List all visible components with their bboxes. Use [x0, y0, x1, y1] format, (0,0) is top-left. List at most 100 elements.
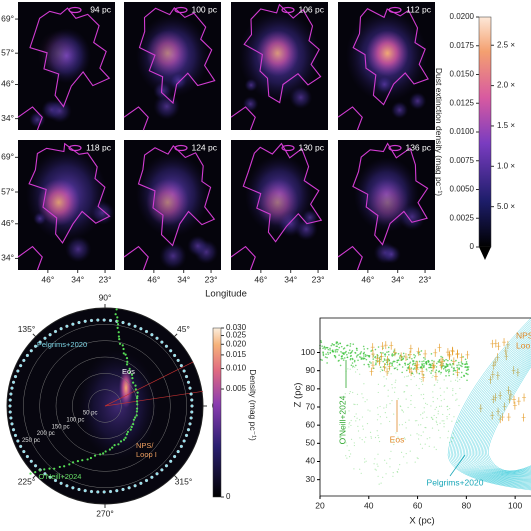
oneill-points: [446, 369, 449, 371]
oneill-points: [327, 348, 330, 351]
pelgrims-shell: [77, 321, 81, 325]
oneill-points: [424, 358, 426, 360]
colorbar-tick-label: 0.015: [226, 350, 247, 359]
oneill-points: [440, 355, 442, 358]
oneill-surface: [29, 472, 32, 475]
oneill-points: [452, 389, 454, 392]
oneill-points: [363, 383, 365, 385]
oneill-points: [381, 369, 384, 372]
oneill-points: [445, 370, 447, 373]
pelgrims-shell: [189, 392, 193, 396]
contour: [28, 142, 111, 244]
pelgrims-shell: [189, 416, 193, 420]
oneill-points: [449, 407, 451, 410]
oneill-points: [447, 359, 449, 362]
oneill-points: [431, 417, 433, 419]
pelgrims-mesh: [470, 344, 531, 478]
radial-grid: [88, 389, 122, 423]
dust-core: [37, 30, 81, 77]
x-tick-label: 46°: [254, 274, 267, 284]
oneill-points: [435, 448, 437, 451]
oneill-points: [349, 391, 351, 393]
oneill-surface: [114, 313, 117, 316]
oneill-points: [364, 461, 366, 463]
oneill-points: [461, 365, 463, 368]
pelgrims-shell: [65, 484, 69, 488]
oneill-points: [465, 361, 468, 363]
oneill-points: [414, 461, 416, 463]
oneill-points: [320, 340, 322, 342]
oneill-points: [386, 416, 388, 418]
oneill-points: [456, 421, 458, 424]
oneill-points: [365, 436, 367, 438]
oneill-points: [334, 349, 337, 351]
oneill-points: [410, 400, 412, 402]
oneill-points: [439, 387, 441, 389]
oneill-surface: [53, 467, 56, 470]
pointer: [449, 454, 466, 477]
oneill-surface: [134, 388, 137, 391]
oneill-points: [334, 351, 337, 353]
oneill-points: [405, 398, 407, 400]
oneill-points: [377, 465, 379, 467]
oneill-points: [403, 456, 405, 458]
oneill-points: [452, 373, 455, 375]
oneill-points: [349, 352, 352, 355]
dust-clump: [382, 244, 401, 264]
oneill-points: [467, 373, 469, 376]
y-tick-label: 34°: [1, 113, 14, 123]
y-tick-label: 40: [306, 456, 316, 466]
oneill-points: [356, 347, 358, 350]
oneill-points: [353, 403, 355, 405]
oneill-points: [355, 413, 357, 415]
annotation: Loo: [516, 340, 530, 350]
oneill-points: [352, 391, 354, 394]
oneill-points: [363, 348, 366, 350]
oneill-surface: [124, 353, 127, 356]
dust-core: [37, 179, 81, 226]
oneill-points: [418, 372, 421, 375]
oneill-points: [422, 383, 424, 386]
pelgrims-shell: [108, 489, 113, 494]
oneill-points: [421, 447, 424, 449]
oneill-points: [397, 352, 400, 355]
oneill-points: [356, 403, 358, 406]
oneill-points: [467, 366, 470, 368]
oneill-points: [378, 440, 381, 443]
oneill-points: [390, 450, 392, 452]
oneill-points: [451, 364, 453, 366]
oneill-points: [411, 357, 413, 360]
oneill-points: [340, 357, 343, 360]
oneill-points: [370, 362, 372, 364]
oneill-points: [447, 409, 449, 411]
oneill-points: [362, 428, 364, 430]
oneill-surface: [136, 396, 139, 400]
dust-core: [366, 179, 409, 226]
pelgrims-shell: [96, 490, 100, 494]
colorbar-tick-label: 0: [470, 242, 475, 251]
y-tick-label: 57°: [1, 47, 14, 57]
oneill-points: [383, 407, 385, 409]
pelgrims-shell: [71, 486, 75, 490]
oneill-points: [437, 360, 439, 363]
oneill-points: [412, 373, 414, 375]
oneill-points: [422, 431, 424, 433]
oneill-points: [365, 358, 368, 361]
x-axis-label: Longitude: [205, 289, 247, 300]
oneill-points: [356, 349, 358, 352]
oneill-points: [420, 424, 422, 426]
legend-icon: [68, 144, 82, 152]
x-tick-label: 80: [462, 500, 472, 510]
pelgrims-shell: [176, 450, 180, 454]
oneill-points: [384, 385, 386, 387]
oneill-points: [437, 410, 439, 412]
oneill-points: [358, 419, 361, 421]
oneill-surface: [136, 403, 139, 406]
oneill-surface: [135, 414, 138, 417]
oneill-points: [343, 357, 346, 359]
oneill-points: [330, 344, 333, 347]
oneill-points: [354, 403, 356, 406]
oneill-points: [392, 354, 395, 356]
oneill-points: [440, 405, 443, 407]
oneill-points: [437, 379, 439, 381]
